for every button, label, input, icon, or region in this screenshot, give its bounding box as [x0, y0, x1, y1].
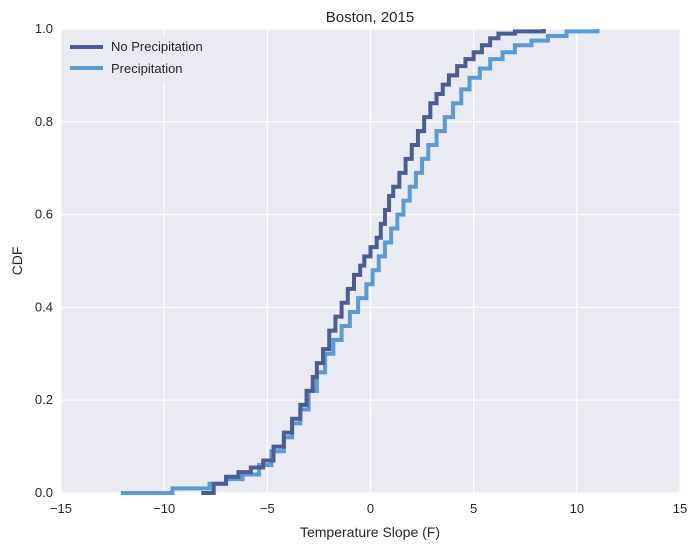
x-tick-label: −5	[260, 501, 275, 516]
y-tick-label: 0.2	[35, 392, 53, 407]
y-tick-labels: 0.0 0.2 0.4 0.6 0.8 1.0	[35, 21, 53, 500]
x-tick-label: −15	[50, 501, 72, 516]
legend: No Precipitation Precipitation	[64, 35, 214, 83]
y-tick-label: 0.4	[35, 299, 53, 314]
x-tick-label: −10	[153, 501, 175, 516]
x-tick-labels: −15 −10 −5 0 5 10 15	[50, 501, 687, 516]
x-tick-label: 15	[673, 501, 687, 516]
y-tick-label: 0.6	[35, 207, 53, 222]
legend-box	[64, 35, 214, 83]
y-tick-label: 1.0	[35, 21, 53, 36]
y-tick-label: 0.8	[35, 114, 53, 129]
x-tick-label: 5	[470, 501, 477, 516]
series-line-no-precipitation	[201, 29, 546, 495]
y-tick-label: 0.0	[35, 485, 53, 500]
x-tick-label: 10	[570, 501, 584, 516]
y-axis-label: CDF	[9, 247, 25, 276]
x-axis-label: Temperature Slope (F)	[300, 524, 440, 540]
chart-title: Boston, 2015	[326, 9, 414, 26]
legend-label-no-precipitation: No Precipitation	[111, 39, 203, 54]
legend-label-precipitation: Precipitation	[111, 61, 183, 76]
x-tick-label: 0	[367, 501, 374, 516]
series-layer	[120, 29, 600, 495]
